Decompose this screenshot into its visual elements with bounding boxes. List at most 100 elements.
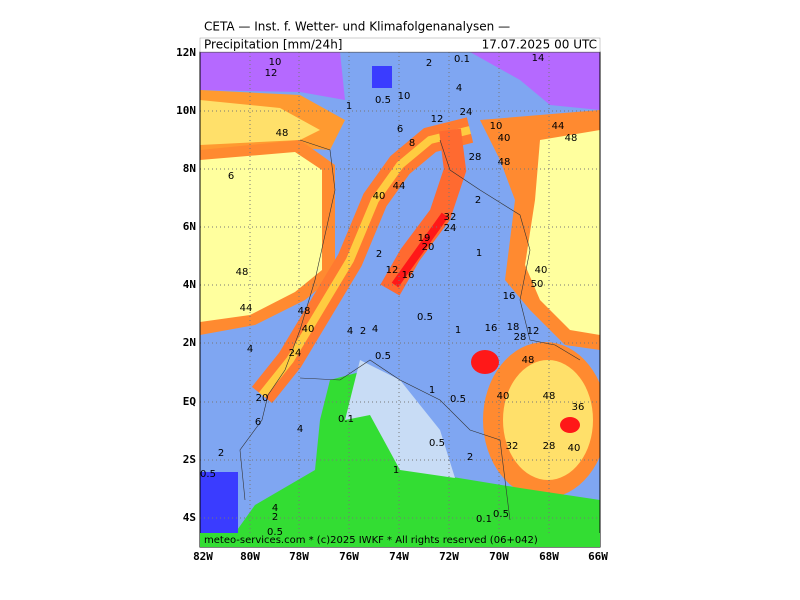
- contour-label: 20: [256, 393, 269, 404]
- contour-label: 10: [398, 91, 411, 102]
- contour-label: 4: [347, 326, 353, 337]
- contour-label: 4: [297, 424, 303, 435]
- contour-label: 2: [475, 195, 481, 206]
- contour-label: 6: [255, 417, 261, 428]
- lon-label: 82W: [193, 550, 213, 563]
- contour-label: 48: [498, 157, 511, 168]
- contour-label: 28: [514, 332, 527, 343]
- contour-label: 2: [218, 448, 224, 459]
- contour-label: 0.1: [476, 514, 492, 525]
- contour-label: 10: [269, 57, 282, 68]
- lat-label: EQ: [183, 395, 197, 408]
- contour-label: 24: [460, 107, 473, 118]
- contour-label: 2: [360, 326, 366, 337]
- contour-label: 0.5: [200, 469, 216, 480]
- lat-label: 2S: [183, 453, 196, 466]
- contour-label: 50: [531, 279, 544, 290]
- contour-label: 40: [498, 133, 511, 144]
- contour-label: 48: [522, 355, 535, 366]
- contour-label: 16: [402, 270, 415, 281]
- contour-label: 18: [507, 322, 520, 333]
- contour-label: 12: [431, 114, 444, 125]
- contour-label: 1: [393, 465, 399, 476]
- valid-time: 17.07.2025 00 UTC: [482, 38, 597, 52]
- contour-label: 28: [543, 441, 556, 452]
- contour-label: 28: [469, 152, 482, 163]
- contour-label: 24: [289, 348, 302, 359]
- contour-label: 8: [409, 138, 415, 149]
- contour-label: 32: [444, 212, 457, 223]
- lat-label: 4S: [183, 511, 196, 524]
- contour-label: 4: [247, 344, 253, 355]
- contour-label: 0.5: [267, 527, 283, 538]
- contour-label: 40: [302, 324, 315, 335]
- product: Precipitation [mm/24h]: [204, 38, 342, 52]
- contour-label: 48: [565, 133, 578, 144]
- contour-label: 0.5: [375, 95, 391, 106]
- contour-label: 48: [298, 306, 311, 317]
- lon-label: 70W: [489, 550, 509, 563]
- contour-label: 2: [376, 249, 382, 260]
- contour-label: 44: [393, 181, 406, 192]
- contour-label: 6: [397, 124, 403, 135]
- subtitle-box: [199, 37, 601, 53]
- lon-label: 76W: [339, 550, 359, 563]
- contour-label: 48: [276, 128, 289, 139]
- contour-label: 0.5: [493, 509, 509, 520]
- grid: [200, 52, 600, 547]
- coastlines: [239, 139, 581, 521]
- lon-label: 74W: [389, 550, 409, 563]
- contour-label: 4: [272, 503, 278, 514]
- lat-label: 4N: [183, 278, 196, 291]
- contour-label: 2: [426, 58, 432, 69]
- contour-label: 40: [535, 265, 548, 276]
- contour-label: 0.5: [429, 438, 445, 449]
- contour-label: 12: [265, 68, 278, 79]
- lat-label: 10N: [176, 104, 196, 117]
- contour-label: 48: [543, 391, 556, 402]
- contour-label: 0.5: [417, 312, 433, 323]
- lon-label: 78W: [289, 550, 309, 563]
- contour-label: 0.1: [338, 414, 354, 425]
- contour-label: 4: [372, 324, 378, 335]
- contour-label: 0.1: [454, 54, 470, 65]
- contour-label: 1: [455, 325, 461, 336]
- contour-label: 0.5: [450, 394, 466, 405]
- precip-field: [200, 52, 600, 547]
- contour-label: 0.5: [375, 351, 391, 362]
- lat-label: 2N: [183, 336, 196, 349]
- contour-label: 16: [503, 291, 516, 302]
- contour-label: 1: [429, 385, 435, 396]
- lat-label: 8N: [183, 162, 196, 175]
- contour-label: 12: [386, 265, 399, 276]
- lon-label: 80W: [240, 550, 260, 563]
- lon-label: 68W: [539, 550, 559, 563]
- contour-label: 4: [456, 83, 462, 94]
- lon-label: 72W: [439, 550, 459, 563]
- lat-label: 12N: [176, 46, 196, 59]
- contour-label: 6: [228, 171, 234, 182]
- contour-label: 1: [476, 248, 482, 259]
- contour-label: 40: [568, 443, 581, 454]
- footer: meteo-services.com * (c)2025 IWKF * All …: [204, 535, 538, 546]
- contour-label: 36: [572, 402, 585, 413]
- contour-label: 40: [497, 391, 510, 402]
- contour-label: 1: [346, 101, 352, 112]
- lon-label: 66W: [588, 550, 608, 563]
- contour-label: 16: [485, 323, 498, 334]
- footer-band: [200, 533, 600, 547]
- contour-label: 19: [418, 233, 431, 244]
- contour-label: 24: [444, 223, 457, 234]
- contour-label: 44: [240, 303, 253, 314]
- contour-label: 40: [373, 191, 386, 202]
- contour-label: 48: [236, 267, 249, 278]
- contour-label: 32: [506, 441, 519, 452]
- contour-label: 2: [272, 512, 278, 523]
- contour-label: 10: [490, 121, 503, 132]
- contour-label: 14: [532, 53, 545, 64]
- contour-label: 20: [422, 242, 435, 253]
- title: CETA — Inst. f. Wetter- und Klimafolgena…: [204, 20, 510, 34]
- contour-label: 2: [467, 452, 473, 463]
